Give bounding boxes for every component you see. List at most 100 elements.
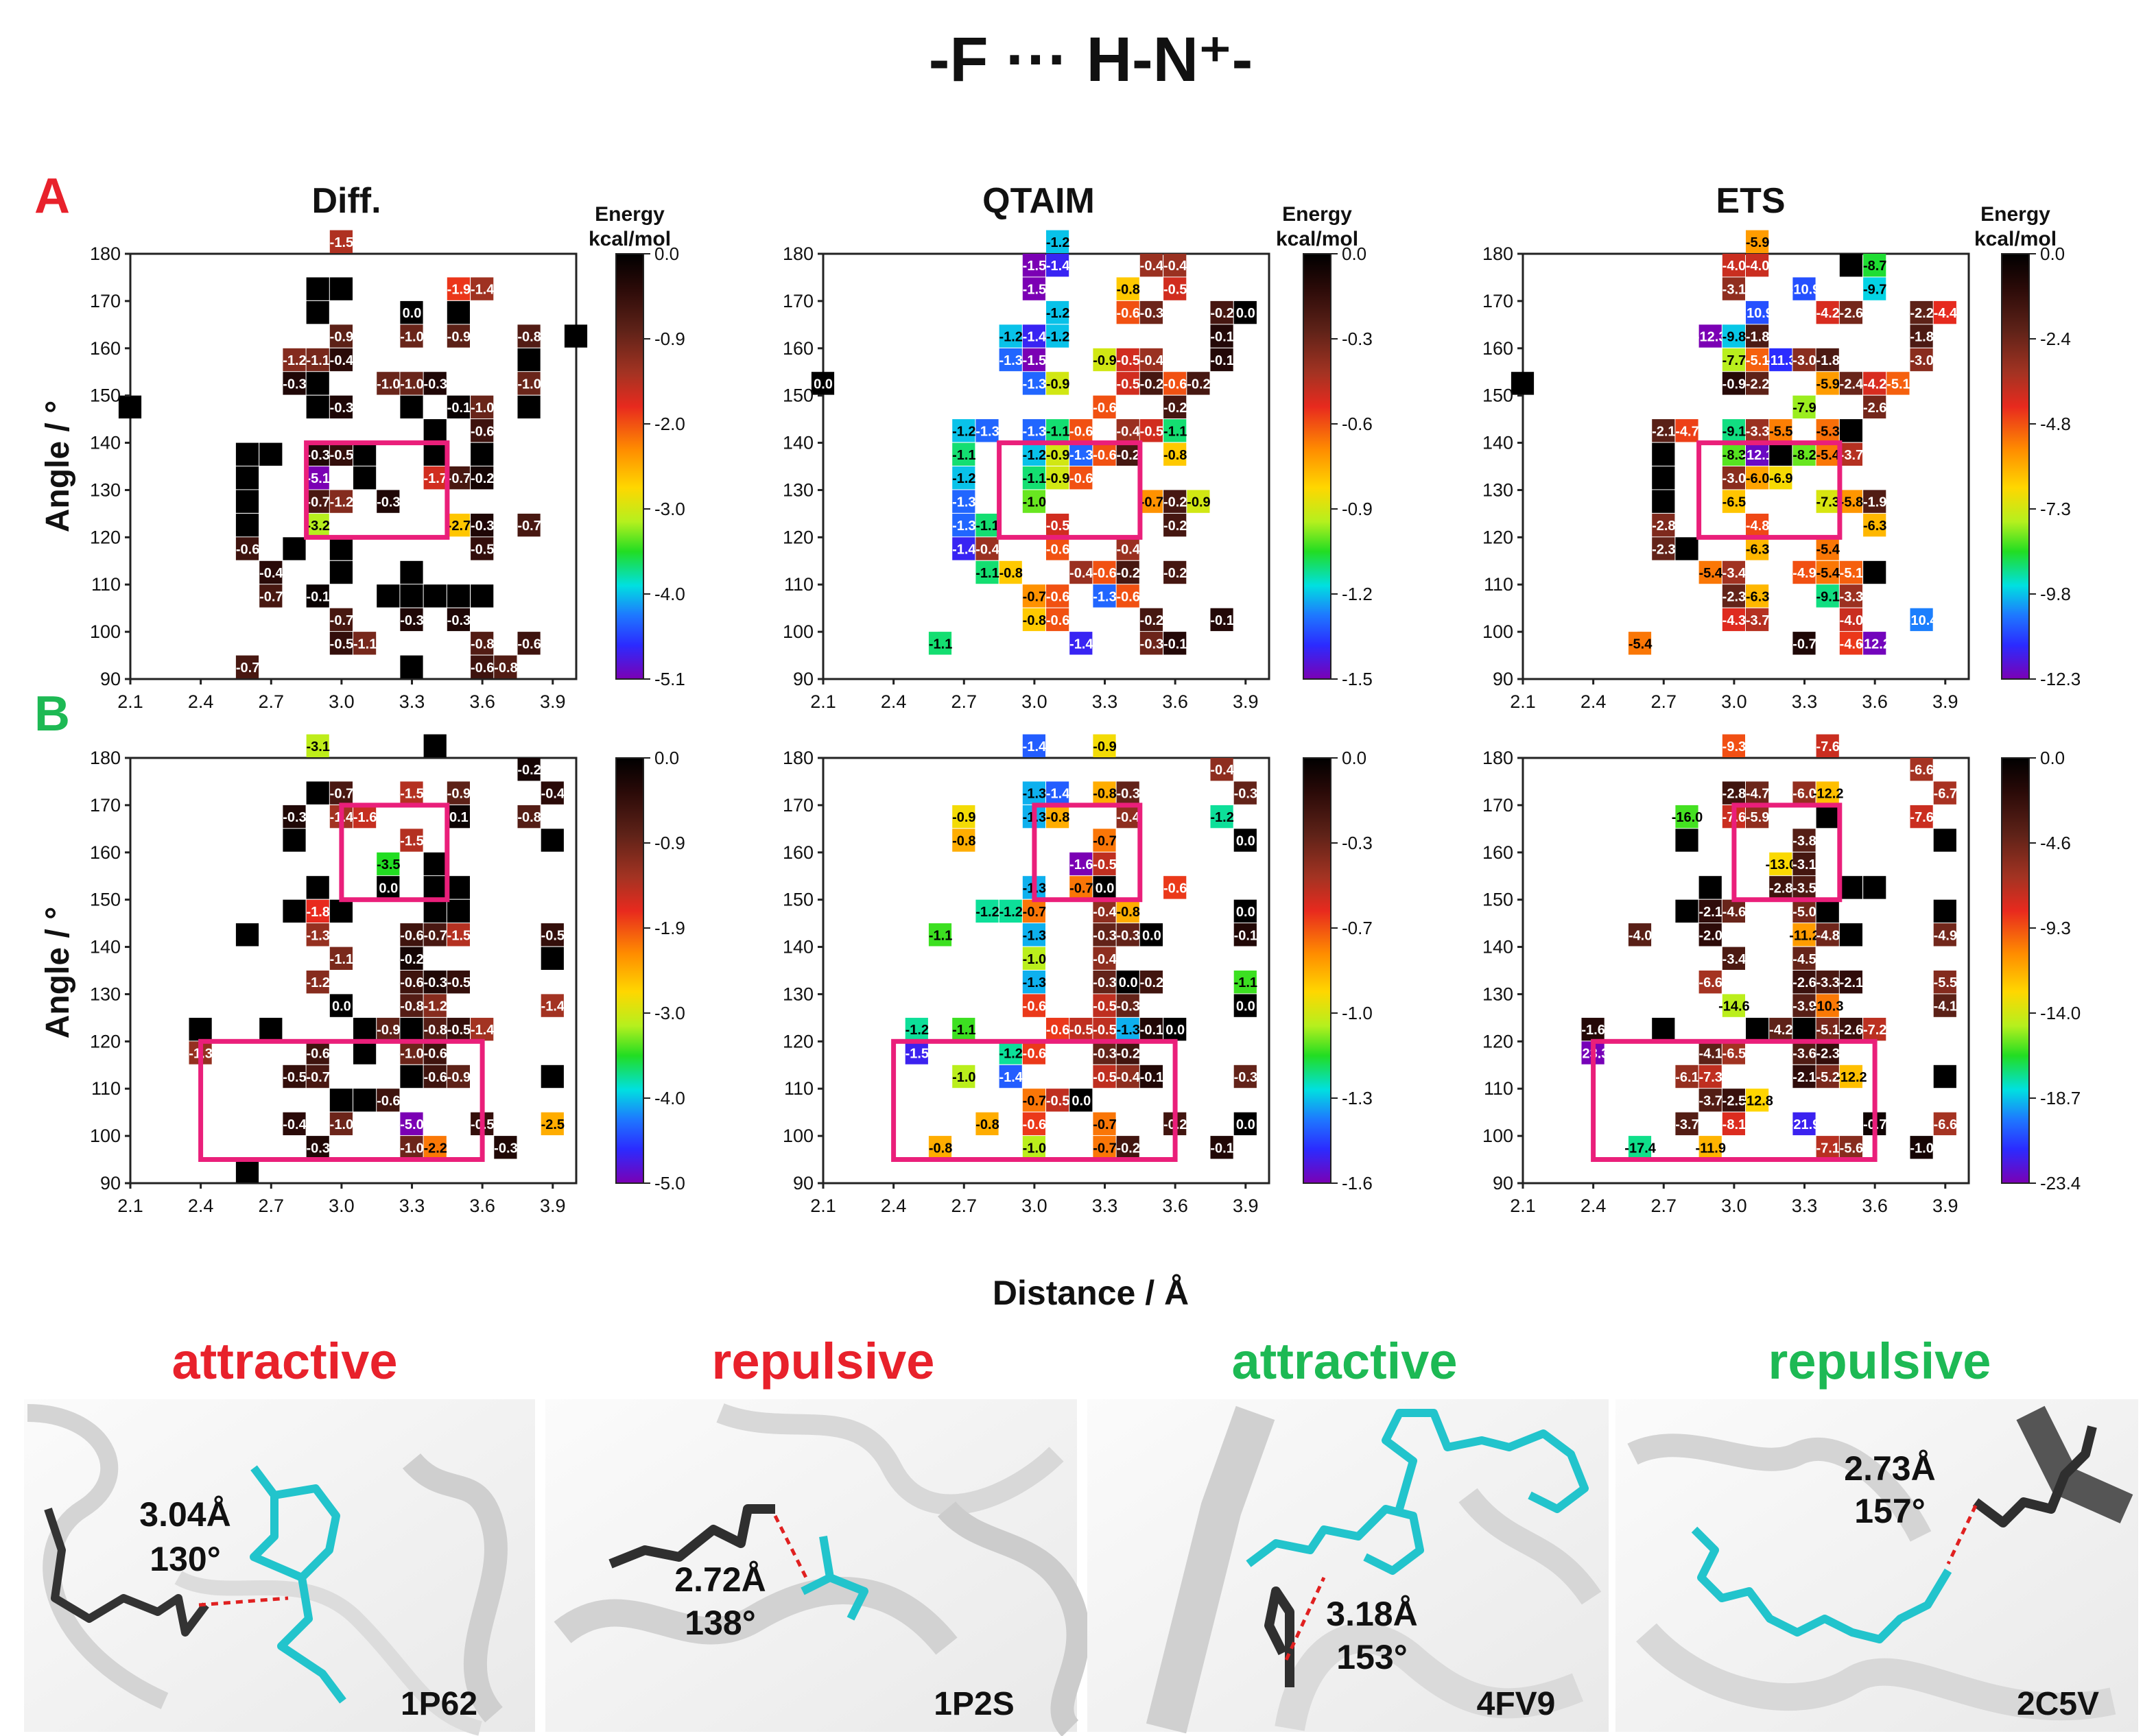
y-tick-label: 120	[1482, 1031, 1513, 1051]
heatmap-cell	[1139, 254, 1163, 277]
x-tick-label: 3.3	[1092, 1196, 1118, 1216]
cell-value: -1.0	[1910, 1141, 1933, 1156]
x-tick-label: 2.1	[1510, 691, 1536, 712]
cell-value: -0.2	[400, 952, 423, 967]
y-tick-label: 180	[90, 243, 121, 264]
cell-value: -11.2	[1789, 928, 1819, 943]
contact-line	[1284, 1576, 1326, 1661]
heatmap-cell	[541, 781, 564, 805]
heatmap-cell	[1069, 876, 1093, 899]
heatmap-cell	[1746, 230, 1769, 253]
cell-value: -4.6	[1722, 905, 1746, 920]
cell-value: -10.9	[1742, 306, 1773, 321]
colorbar-title: Energy	[1980, 203, 2050, 226]
cell-value: -1.4	[1069, 637, 1093, 652]
cell-value: 0.0	[332, 999, 351, 1014]
heatmap-cell	[952, 419, 975, 442]
cell-value: -2.3	[1652, 543, 1675, 558]
heatmap-cell	[1116, 560, 1139, 584]
y-tick-label: 170	[90, 291, 121, 311]
heatmap-cell	[952, 805, 975, 829]
cell-value: -1.3	[1093, 589, 1116, 604]
heatmap-cell	[1816, 805, 1839, 829]
cell-value: -3.3	[1840, 589, 1863, 604]
heatmap-cell	[118, 395, 142, 419]
cell-value: -0.3	[471, 519, 494, 534]
cell-value: -0.7	[423, 928, 447, 943]
cell-value: -8.1	[1722, 1117, 1746, 1132]
heatmap-cell	[447, 395, 470, 419]
heatmap-cell	[306, 899, 329, 923]
angle-label: 138°	[685, 1604, 755, 1642]
heatmap-cell	[541, 947, 564, 970]
cell-value: -0.3	[1093, 1047, 1116, 1062]
cell-value: -1.5	[447, 928, 471, 943]
highlight-box	[339, 802, 450, 903]
heatmap-cell	[1022, 1041, 1045, 1065]
heatmap-cell	[1069, 1089, 1093, 1112]
heatmap-cell	[1046, 324, 1069, 348]
heatmap-cell	[283, 348, 306, 372]
heatmap-cell	[1910, 608, 1933, 632]
heatmap-cell	[377, 1089, 400, 1112]
example-1p2s: repulsive 2.72Å 138° 1P2S	[545, 1333, 1090, 1736]
cell-value: 0.0	[1142, 928, 1161, 943]
example-label: repulsive	[712, 1333, 935, 1390]
heatmap-cell	[329, 348, 353, 372]
heatmap-cell	[1722, 419, 1745, 442]
heatmap-cell	[1046, 254, 1069, 277]
y-tick-label: 140	[1482, 433, 1513, 453]
heatmap-cell	[1210, 805, 1233, 829]
cell-value: -1.3	[952, 495, 975, 510]
heatmap-cell	[1792, 947, 1816, 970]
heatmap-cell	[1722, 899, 1745, 923]
cell-value: -0.6	[1023, 999, 1046, 1014]
cell-value: -0.7	[306, 495, 329, 510]
colorbar-tick-label: -0.3	[1342, 329, 1373, 349]
cell-value: -12.2	[1836, 1070, 1867, 1085]
colorbar-tick-label: -9.3	[2040, 918, 2071, 938]
heatmap-cell	[423, 1017, 447, 1041]
cell-value: -7.9	[1792, 401, 1816, 416]
cell-value: 0.0	[1236, 905, 1255, 920]
colorbar	[1303, 253, 1331, 680]
ligand-molecule	[250, 1465, 346, 1704]
heatmap-cell	[1722, 734, 1745, 757]
heatmap-cell	[1163, 277, 1187, 300]
cell-value: -0.5	[1093, 999, 1116, 1014]
cell-value: -1.6	[1581, 1023, 1605, 1038]
cell-value: -1.3	[1023, 377, 1046, 392]
colorbar-tick-label: -1.9	[654, 918, 685, 938]
cell-value: -0.3	[306, 1141, 329, 1156]
colorbar-unit: kcal/mol	[1276, 228, 1358, 250]
cell-value: -1.5	[330, 235, 353, 250]
ribbon	[1636, 1623, 2116, 1721]
panel-title-diff: Diff.	[311, 181, 381, 221]
heatmap-cell	[283, 1112, 306, 1136]
cell-value: -2.3	[1722, 589, 1746, 604]
cell-value: -1.1	[306, 353, 329, 368]
heatmap-cell	[1163, 490, 1187, 513]
colorbar-tick-label: -12.3	[2040, 669, 2081, 689]
y-tick-label: 150	[1482, 890, 1513, 910]
heatmap-cell	[329, 537, 353, 560]
distance-label: 2.72Å	[674, 1560, 766, 1599]
cell-value: 0.0	[1119, 975, 1138, 990]
cell-value: -0.5	[1140, 424, 1163, 439]
heatmap-cell	[353, 1017, 377, 1041]
x-tick-label: 3.3	[1792, 1196, 1818, 1216]
y-tick-label: 120	[1482, 527, 1513, 547]
heatmap-cell	[1910, 758, 1933, 781]
y-tick-label: 140	[1482, 937, 1513, 958]
x-tick-label: 3.0	[1721, 691, 1747, 712]
heatmap-cell	[471, 442, 494, 466]
cell-value: 0.0	[1165, 1023, 1185, 1038]
heatmap-cell	[1046, 584, 1069, 608]
heatmap-cell	[1746, 300, 1769, 324]
pdb-code: 2C5V	[2017, 1686, 2099, 1722]
cell-value: -10.3	[1812, 999, 1844, 1014]
heatmap-cell	[1910, 300, 1933, 324]
heatmap-cell	[1839, 419, 1862, 442]
cell-value: -0.3	[1093, 928, 1116, 943]
ribbon	[1627, 1434, 1932, 1542]
